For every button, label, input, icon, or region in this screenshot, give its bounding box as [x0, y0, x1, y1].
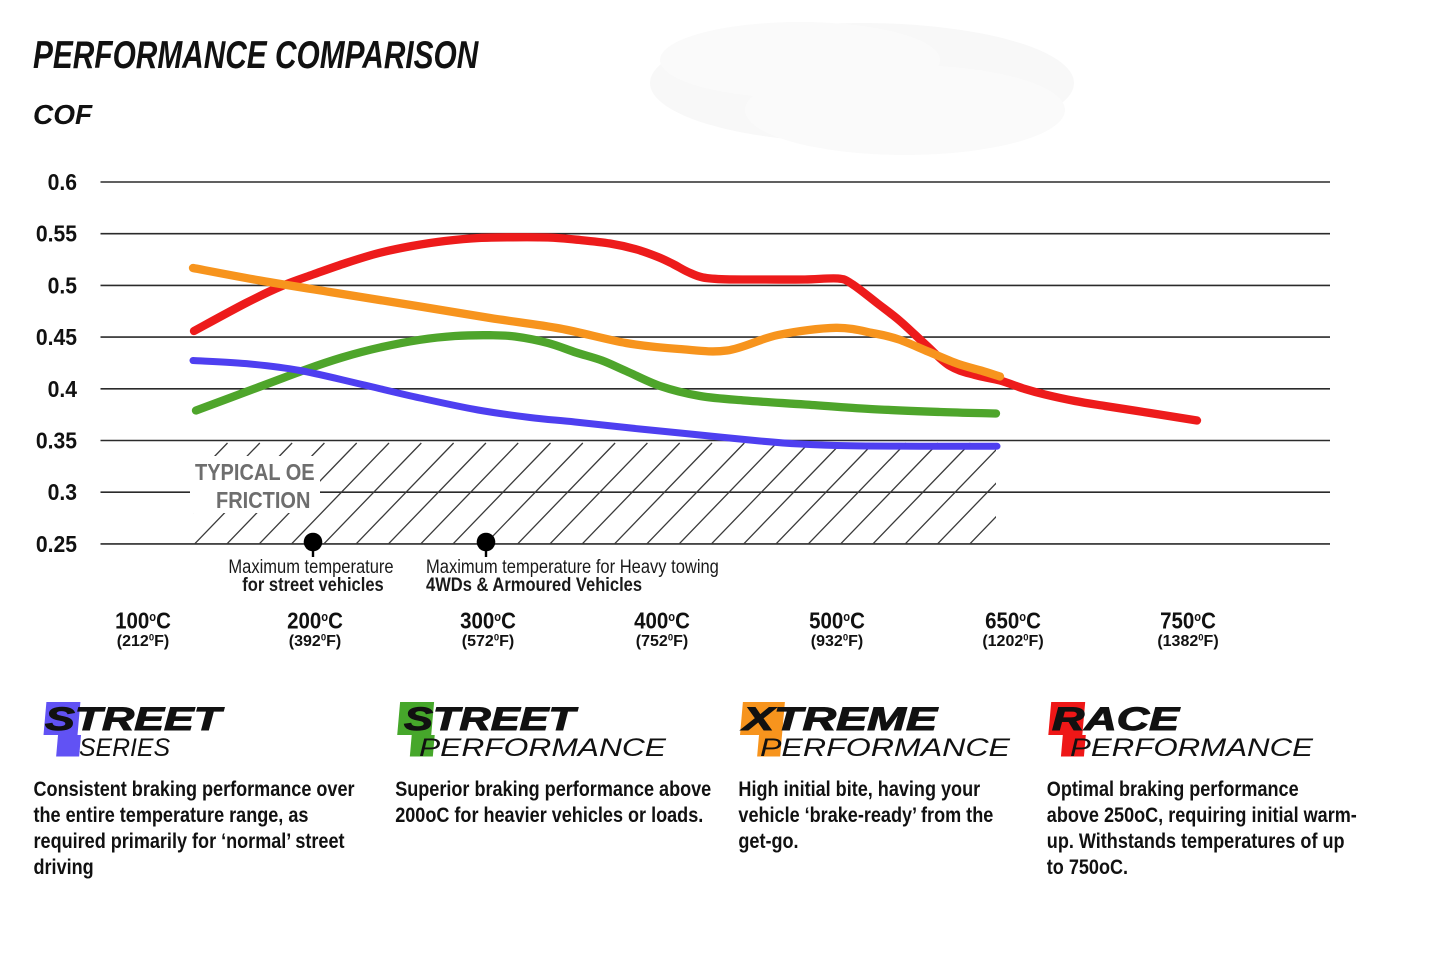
svg-text:(9320F): (9320F)	[811, 633, 863, 651]
svg-text:300oC: 300oC	[460, 607, 516, 633]
svg-text:0.35: 0.35	[36, 428, 77, 454]
svg-text:to 750oC.: to 750oC.	[1047, 856, 1128, 880]
svg-text:0.6: 0.6	[48, 169, 77, 195]
svg-text:High initial bite, having your: High initial bite, having your	[738, 778, 980, 802]
svg-text:PERFORMANCE: PERFORMANCE	[1070, 734, 1313, 762]
svg-text:XTREME: XTREME	[740, 701, 939, 737]
svg-text:TYPICAL OE: TYPICAL OE	[195, 459, 315, 486]
svg-text:the entire temperature range,: the entire temperature range, as	[34, 804, 309, 828]
svg-text:650oC: 650oC	[985, 607, 1041, 633]
svg-text:0.4: 0.4	[48, 376, 78, 402]
svg-text:(13820F): (13820F)	[1157, 633, 1218, 651]
svg-text:200oC for heavier vehicles or: 200oC for heavier vehicles or loads.	[395, 804, 703, 828]
svg-text:PERFORMANCE COMPARISON: PERFORMANCE COMPARISON	[33, 34, 479, 77]
svg-text:(5720F): (5720F)	[462, 633, 514, 651]
svg-text:STREET: STREET	[404, 701, 578, 737]
svg-text:Superior braking performance a: Superior braking performance above	[395, 778, 711, 802]
svg-text:(3920F): (3920F)	[289, 633, 341, 651]
svg-text:required primarily for ‘normal: required primarily for ‘normal’ street	[34, 830, 345, 854]
svg-text:for street vehicles: for street vehicles	[242, 574, 383, 595]
svg-text:Maximum temperature for Heavy: Maximum temperature for Heavy towing	[426, 556, 719, 577]
svg-text:FRICTION: FRICTION	[216, 487, 310, 514]
svg-text:Optimal braking performance: Optimal braking performance	[1047, 778, 1299, 802]
svg-text:(2120F): (2120F)	[117, 633, 169, 651]
svg-text:500oC: 500oC	[809, 607, 865, 633]
svg-text:PERFORMANCE: PERFORMANCE	[760, 734, 1010, 762]
svg-text:400oC: 400oC	[634, 607, 690, 633]
svg-text:0.3: 0.3	[48, 479, 77, 505]
svg-text:Consistent braking performance: Consistent braking performance over	[34, 778, 355, 802]
svg-text:0.55: 0.55	[36, 221, 77, 247]
svg-text:driving: driving	[34, 856, 94, 880]
svg-text:above 250oC, requiring initial: above 250oC, requiring initial warm-	[1047, 804, 1357, 828]
svg-text:RACE: RACE	[1052, 701, 1181, 737]
svg-text:STREET: STREET	[45, 701, 224, 737]
svg-text:0.5: 0.5	[48, 273, 77, 299]
svg-text:PERFORMANCE: PERFORMANCE	[419, 734, 666, 762]
svg-text:SERIES: SERIES	[79, 734, 170, 762]
svg-text:4WDs & Armoured Vehicles: 4WDs & Armoured Vehicles	[426, 574, 642, 595]
svg-text:up. Withstands temperatures of: up. Withstands temperatures of up	[1047, 830, 1345, 854]
svg-text:(7520F): (7520F)	[636, 633, 688, 651]
svg-text:200oC: 200oC	[287, 607, 343, 633]
svg-text:Maximum temperature: Maximum temperature	[228, 556, 393, 577]
svg-text:0.45: 0.45	[36, 324, 77, 350]
svg-text:100oC: 100oC	[115, 607, 171, 633]
svg-text:get-go.: get-go.	[738, 830, 798, 854]
svg-text:vehicle ‘brake-ready’ from the: vehicle ‘brake-ready’ from the	[738, 804, 993, 828]
svg-text:0.25: 0.25	[36, 531, 77, 557]
svg-text:750oC: 750oC	[1160, 607, 1216, 633]
svg-text:(12020F): (12020F)	[982, 633, 1043, 651]
svg-text:COF: COF	[33, 99, 93, 130]
